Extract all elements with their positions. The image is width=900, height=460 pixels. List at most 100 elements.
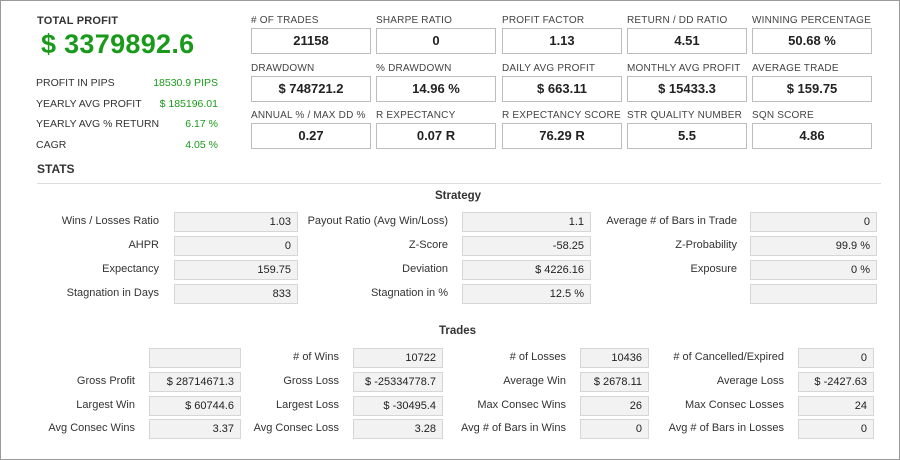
- metric-label: R EXPECTANCY SCORE: [502, 110, 621, 121]
- strategy-label: Z-Score: [408, 239, 448, 251]
- strategy-value: $ 4226.16: [462, 260, 591, 280]
- strategy-value: -58.25: [462, 236, 591, 256]
- metric-return-dd-ratio: RETURN / DD RATIO 4.51: [627, 15, 748, 54]
- trades-label: # of Cancelled/Expired: [673, 351, 784, 363]
- metric-drawdown: DRAWDOWN $ 748721.2: [251, 63, 372, 102]
- total-profit-value: $ 3379892.6: [41, 29, 195, 59]
- summary-row-yearly-profit: YEARLY AVG PROFIT $ 185196.01: [36, 94, 218, 115]
- total-profit-label: TOTAL PROFIT: [37, 15, 119, 27]
- trades-label: Average Loss: [716, 375, 784, 387]
- metric-label: # OF TRADES: [251, 15, 319, 26]
- strategy-label: Exposure: [690, 263, 737, 275]
- stats-heading: STATS: [37, 162, 75, 176]
- strategy-value: 159.75: [174, 260, 298, 280]
- metric-value: 0.27: [251, 123, 371, 149]
- trades-value: 10722: [353, 348, 443, 368]
- trades-heading: Trades: [439, 325, 477, 337]
- trades-label: Average Win: [503, 375, 566, 387]
- summary-value: 18530.9 PIPS: [153, 77, 218, 90]
- metric-label: AVERAGE TRADE: [752, 63, 839, 74]
- strategy-label: Z-Probability: [675, 239, 737, 251]
- strategy-value: 99.9 %: [750, 236, 877, 256]
- metric-sqn-score: SQN SCORE 4.86: [752, 110, 873, 149]
- strategy-label: Stagnation in %: [370, 287, 448, 299]
- strategy-label: Payout Ratio (Avg Win/Loss): [307, 215, 448, 227]
- metric-value: $ 159.75: [752, 76, 872, 102]
- metric-label: MONTHLY AVG PROFIT: [627, 63, 741, 74]
- trades-label: Avg Consec Wins: [48, 422, 135, 434]
- metric-value: 1.13: [502, 28, 622, 54]
- strategy-label: Stagnation in Days: [66, 287, 159, 299]
- metric-daily-avg-profit: DAILY AVG PROFIT $ 663.11: [502, 63, 623, 102]
- trades-label: Avg # of Bars in Losses: [668, 422, 784, 434]
- metric-value: 0.07 R: [376, 123, 496, 149]
- strategy-label: Expectancy: [102, 263, 159, 275]
- metric-label: R EXPECTANCY: [376, 110, 456, 121]
- strategy-value: 12.5 %: [462, 284, 591, 304]
- summary-row-yearly-return: YEARLY AVG % RETURN 6.17 %: [36, 114, 218, 135]
- trades-value: 3.28: [353, 419, 443, 439]
- strategy-label: Average # of Bars in Trade: [606, 215, 737, 227]
- trades-value: $ -25334778.7: [353, 372, 443, 392]
- strategy-label: AHPR: [128, 239, 159, 251]
- trades-value: $ 2678.11: [580, 372, 649, 392]
- strategy-value: 0: [174, 236, 298, 256]
- metric-label: DAILY AVG PROFIT: [502, 63, 596, 74]
- metric-label: STR QUALITY NUMBER: [627, 110, 743, 121]
- metric-r-expectancy: R EXPECTANCY 0.07 R: [376, 110, 497, 149]
- trades-label: Avg Consec Loss: [253, 422, 339, 434]
- trades-value: $ 60744.6: [149, 396, 241, 416]
- metric-label: % DRAWDOWN: [376, 63, 452, 74]
- metric-monthly-avg-profit: MONTHLY AVG PROFIT $ 15433.3: [627, 63, 748, 102]
- metric-annual-max-dd: ANNUAL % / MAX DD % 0.27: [251, 110, 372, 149]
- trades-label: # of Losses: [509, 351, 566, 363]
- summary-row-cagr: CAGR 4.05 %: [36, 135, 218, 156]
- metric-value: 21158: [251, 28, 371, 54]
- metric-label: SQN SCORE: [752, 110, 814, 121]
- stats-divider: [37, 183, 881, 184]
- metric-value: $ 663.11: [502, 76, 622, 102]
- metric-percent-drawdown: % DRAWDOWN 14.96 %: [376, 63, 497, 102]
- trades-label: Gross Loss: [283, 375, 339, 387]
- trades-value: $ -2427.63: [798, 372, 874, 392]
- strategy-heading: Strategy: [435, 190, 482, 202]
- summary-value: 4.05 %: [185, 138, 218, 151]
- metric-value: 76.29 R: [502, 123, 622, 149]
- metric-trades: # OF TRADES 21158: [251, 15, 372, 54]
- summary-label: CAGR: [36, 138, 67, 151]
- trades-value: 26: [580, 396, 649, 416]
- metric-r-expectancy-score: R EXPECTANCY SCORE 76.29 R: [502, 110, 623, 149]
- strategy-value: 833: [174, 284, 298, 304]
- trades-label: Max Consec Wins: [477, 399, 566, 411]
- metric-value: 0: [376, 28, 496, 54]
- metric-value: 50.68 %: [752, 28, 872, 54]
- trades-value: [149, 348, 241, 368]
- trades-value: 3.37: [149, 419, 241, 439]
- profit-summary: PROFIT IN PIPS 18530.9 PIPS YEARLY AVG P…: [36, 73, 218, 155]
- metric-value: $ 748721.2: [251, 76, 371, 102]
- metric-sharpe-ratio: SHARPE RATIO 0: [376, 15, 497, 54]
- summary-row-pips: PROFIT IN PIPS 18530.9 PIPS: [36, 73, 218, 94]
- metric-value: 14.96 %: [376, 76, 496, 102]
- trades-value: 24: [798, 396, 874, 416]
- trades-label: Max Consec Losses: [684, 399, 784, 411]
- strategy-value: 0: [750, 212, 877, 232]
- metric-value: 4.86: [752, 123, 872, 149]
- trades-value: $ -30495.4: [353, 396, 443, 416]
- summary-label: YEARLY AVG PROFIT: [36, 97, 142, 110]
- summary-value: 6.17 %: [185, 118, 218, 131]
- metric-label: WINNING PERCENTAGE: [752, 15, 871, 26]
- strategy-value: 0 %: [750, 260, 877, 280]
- metric-profit-factor: PROFIT FACTOR 1.13: [502, 15, 623, 54]
- summary-label: PROFIT IN PIPS: [36, 77, 115, 90]
- strategy-value: 1.03: [174, 212, 298, 232]
- trades-label: Largest Loss: [276, 399, 339, 411]
- metric-label: RETURN / DD RATIO: [627, 15, 728, 26]
- trades-label: # of Wins: [293, 351, 339, 363]
- metric-winning-percentage: WINNING PERCENTAGE 50.68 %: [752, 15, 873, 54]
- trades-value: 0: [798, 419, 874, 439]
- metric-value: 5.5: [627, 123, 747, 149]
- metric-label: DRAWDOWN: [251, 63, 315, 74]
- metric-label: SHARPE RATIO: [376, 15, 453, 26]
